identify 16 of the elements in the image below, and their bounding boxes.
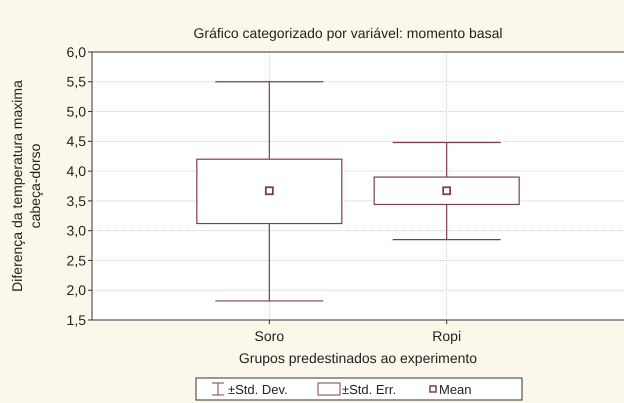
- y-tick-label: 6,0: [66, 44, 86, 60]
- chart-title: Gráfico categorizado por variável: momento basal: [194, 25, 502, 41]
- x-axis-title: Grupos predestinados ao experimento: [238, 350, 478, 366]
- y-axis-title: Diferença da temperatura maxima cabeça-dorso: [9, 80, 43, 292]
- x-tick-label: Soro: [254, 328, 284, 344]
- y-tick-label: 5,0: [66, 103, 86, 120]
- y-tick-label: 2,0: [66, 282, 86, 298]
- y-tick-label: 3,0: [66, 222, 86, 239]
- y-tick-label: 5,5: [66, 74, 86, 90]
- y-tick-label: 2,5: [66, 252, 86, 268]
- legend-box: ±Std. Dev. ±Std. Err. Mean: [196, 378, 522, 400]
- y-tick-label: 1,5: [66, 312, 86, 328]
- y-tick-label: 4,0: [66, 163, 86, 180]
- x-tick-label: Ropi: [432, 328, 462, 344]
- y-tick-label: 3,5: [66, 192, 86, 209]
- y-tick-label: 4,5: [66, 133, 86, 150]
